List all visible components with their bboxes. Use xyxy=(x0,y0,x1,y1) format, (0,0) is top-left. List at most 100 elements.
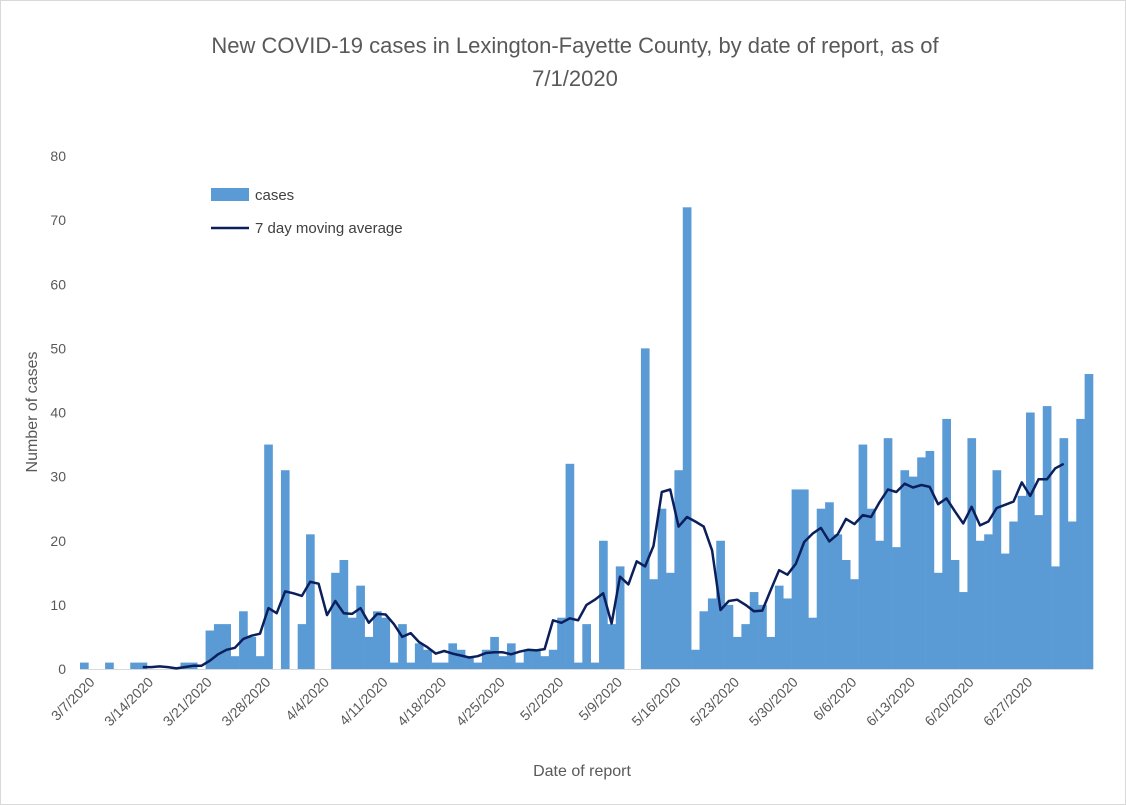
bar xyxy=(749,592,759,669)
bar xyxy=(456,649,466,669)
bar xyxy=(1059,438,1069,669)
legend: cases 7 day moving average xyxy=(211,187,403,237)
bar xyxy=(1034,515,1044,669)
bar xyxy=(900,470,910,669)
bar xyxy=(180,662,190,669)
x-tick-label: 5/30/2020 xyxy=(746,674,802,730)
bar xyxy=(255,656,265,669)
bar xyxy=(959,592,968,669)
bar xyxy=(866,508,876,669)
bar xyxy=(331,572,340,669)
bar xyxy=(984,534,993,669)
bar xyxy=(356,585,365,669)
bar xyxy=(1017,495,1027,669)
legend-bars-label: cases xyxy=(255,187,294,204)
bar-series-cases xyxy=(80,207,1094,670)
bar xyxy=(130,662,139,669)
bar xyxy=(975,540,985,669)
x-tick-label: 6/27/2020 xyxy=(980,674,1036,730)
bar xyxy=(205,630,215,669)
bar xyxy=(1026,412,1035,669)
bar xyxy=(967,438,977,669)
y-tick-label: 80 xyxy=(50,148,66,164)
bar xyxy=(599,540,608,669)
bar xyxy=(707,598,717,669)
y-tick-label: 70 xyxy=(50,212,66,228)
x-tick-label: 3/14/2020 xyxy=(101,674,157,730)
bar xyxy=(699,611,709,669)
bar xyxy=(850,579,859,669)
bar xyxy=(1084,374,1094,669)
bar xyxy=(498,656,508,669)
bar xyxy=(950,559,960,669)
bar xyxy=(1067,521,1077,669)
bar xyxy=(825,502,834,669)
bar xyxy=(925,450,935,669)
bar xyxy=(431,662,441,669)
moving-average-line xyxy=(142,462,1065,670)
bar xyxy=(339,559,349,669)
bar xyxy=(347,617,357,669)
bar xyxy=(1076,418,1085,669)
bar xyxy=(615,566,625,669)
bar xyxy=(247,636,257,669)
bar xyxy=(1042,406,1052,669)
x-tick-label: 4/11/2020 xyxy=(336,674,391,729)
bar xyxy=(657,508,667,669)
y-tick-label: 10 xyxy=(50,597,66,613)
x-tick-label: 3/28/2020 xyxy=(218,674,274,730)
bar xyxy=(933,572,943,669)
x-tick-label: 5/23/2020 xyxy=(687,674,743,730)
bar xyxy=(213,624,223,669)
x-tick-label: 6/13/2020 xyxy=(863,674,919,730)
x-tick-label: 5/2/2020 xyxy=(517,674,567,724)
bar xyxy=(758,604,767,669)
bar xyxy=(883,438,893,669)
bar xyxy=(799,489,809,669)
bar xyxy=(423,649,432,669)
bar xyxy=(992,470,1002,669)
bar xyxy=(473,662,483,669)
x-axis-ticks: 3/7/2020 3/14/2020 3/21/2020 3/28/2020 4/4/2… xyxy=(48,674,1036,730)
bar xyxy=(766,636,776,669)
y-axis-ticks: 0 10 20 30 40 50 60 70 80 xyxy=(50,148,66,677)
bar xyxy=(515,662,525,669)
bar xyxy=(230,656,240,669)
legend-bar-swatch xyxy=(211,188,249,201)
bar xyxy=(439,662,449,669)
bar xyxy=(398,624,407,669)
bar xyxy=(808,617,818,669)
bar xyxy=(892,547,901,669)
bar xyxy=(691,649,700,669)
bar xyxy=(674,470,684,669)
bar xyxy=(448,643,458,669)
bar xyxy=(640,348,650,669)
y-tick-label: 30 xyxy=(50,469,66,485)
legend-line-label: 7 day moving average xyxy=(255,220,403,237)
bar xyxy=(540,656,550,669)
bar xyxy=(532,649,541,669)
y-axis-title: Number of cases xyxy=(24,352,41,473)
bar xyxy=(523,649,533,669)
bar xyxy=(791,489,801,669)
x-tick-label: 4/18/2020 xyxy=(394,674,450,730)
bar xyxy=(774,585,784,669)
bar xyxy=(741,624,751,669)
bar xyxy=(841,559,851,669)
chart-title-line2: 7/1/2020 xyxy=(532,66,618,91)
bar xyxy=(80,662,89,669)
bar xyxy=(607,624,617,669)
bar xyxy=(733,636,742,669)
bar xyxy=(942,418,951,669)
bar xyxy=(373,611,382,669)
bar xyxy=(724,604,734,669)
bar xyxy=(858,444,868,669)
bar xyxy=(1051,566,1060,669)
bar xyxy=(590,662,600,669)
bar xyxy=(138,662,148,669)
bar xyxy=(481,649,491,669)
x-axis-title: Date of report xyxy=(533,763,631,780)
bar xyxy=(406,662,416,669)
